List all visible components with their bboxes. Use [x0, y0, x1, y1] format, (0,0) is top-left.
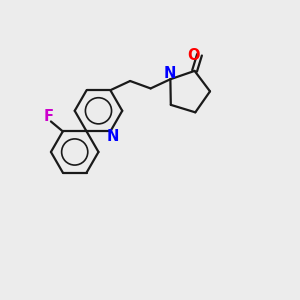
- Text: O: O: [187, 48, 200, 63]
- Text: N: N: [106, 129, 118, 144]
- Text: F: F: [44, 109, 54, 124]
- Text: N: N: [163, 66, 176, 81]
